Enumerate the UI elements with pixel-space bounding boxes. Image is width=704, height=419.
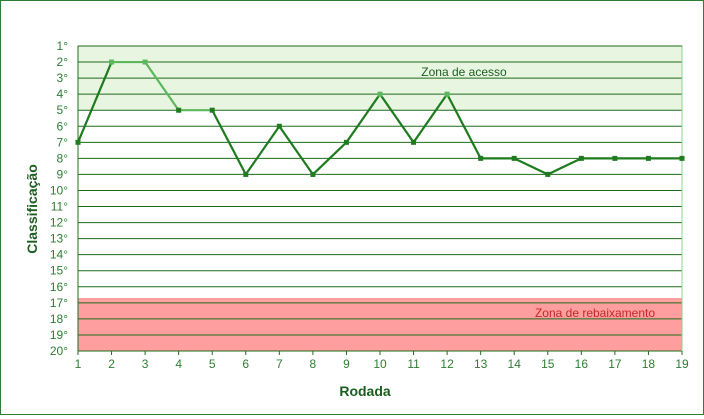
x-tick-label: 19: [675, 357, 689, 371]
data-point: [243, 171, 249, 177]
x-tick-label: 2: [108, 357, 115, 371]
y-tick-label: 1°: [57, 39, 69, 53]
y-tick-label: 5°: [57, 103, 69, 117]
y-tick-label: 17°: [50, 296, 68, 310]
data-point: [109, 59, 115, 65]
y-tick-label: 14°: [50, 248, 68, 262]
x-tick-labels: 1 2 3 4 5 6 7 8 9 10 11 12 13 14 15 16 17 18 19: [75, 357, 689, 371]
data-point: [276, 123, 282, 129]
data-point: [612, 155, 618, 161]
y-tick-label: 3°: [57, 71, 69, 85]
y-tick-label: 8°: [57, 151, 69, 165]
data-point: [343, 139, 349, 145]
y-tick-label: 16°: [50, 280, 68, 294]
x-tick-label: 4: [175, 357, 182, 371]
x-tick-label: 13: [474, 357, 488, 371]
x-tick-label: 8: [310, 357, 317, 371]
x-tick-label: 14: [508, 357, 522, 371]
data-point: [545, 171, 551, 177]
x-tick-label: 5: [209, 357, 216, 371]
data-point: [444, 91, 450, 97]
series-segment: [345, 93, 382, 144]
series-segment: [144, 60, 180, 112]
y-tick-label: 13°: [50, 232, 68, 246]
y-tick-label: 6°: [57, 119, 69, 133]
y-tick-label: 19°: [50, 328, 68, 342]
series-segment: [513, 157, 549, 176]
data-point: [75, 139, 81, 145]
series-segment: [311, 141, 348, 176]
series-segment: [546, 157, 583, 176]
y-tick-label: 11°: [51, 200, 68, 214]
y-tick-label: 7°: [57, 135, 69, 149]
zone-label-acesso: Zona de acesso: [421, 65, 507, 79]
series-segment: [76, 60, 113, 144]
data-point: [679, 155, 685, 161]
y-tick-label: 20°: [50, 344, 68, 358]
x-tick-label: 17: [608, 357, 622, 371]
data-point: [578, 155, 584, 161]
data-point: [310, 171, 316, 177]
y-tick-label: 15°: [50, 264, 68, 278]
data-point: [478, 155, 484, 161]
x-tick-label: 9: [343, 357, 350, 371]
y-tick-labels: 1° 2° 3° 4° 5° 6° 7° 8° 9° 10° 11° 12° 13° 14° 15° 16° 1…: [50, 39, 68, 358]
x-tick-label: 16: [575, 357, 589, 371]
series-segment: [412, 93, 449, 144]
y-tick-label: 9°: [57, 167, 69, 181]
y-tick-label: 4°: [57, 87, 69, 101]
zone-labels: Zona de acesso Zona de rebaixamento: [421, 65, 655, 320]
x-tick-label: 6: [242, 357, 249, 371]
data-point: [511, 155, 517, 161]
series-segment: [278, 125, 314, 176]
x-tick-label: 12: [440, 357, 454, 371]
data-point: [209, 107, 215, 113]
zone-label-rebaixamento: Zona de rebaixamento: [535, 306, 655, 320]
x-tick-label: 10: [373, 357, 387, 371]
series-segment: [211, 109, 247, 176]
y-tick-label: 18°: [50, 312, 68, 326]
data-point: [645, 155, 651, 161]
series-segment: [378, 93, 415, 144]
x-axis-title: Rodada: [339, 383, 391, 399]
x-tick-label: 18: [642, 357, 656, 371]
y-tick-label: 12°: [50, 216, 68, 230]
x-tick-label: 1: [75, 357, 82, 371]
x-tick-label: 7: [276, 357, 283, 371]
series-layer: [75, 59, 685, 177]
x-tick-label: 11: [407, 357, 420, 371]
x-tick-label: 3: [142, 357, 149, 371]
y-axis-title: Classificação: [24, 164, 40, 254]
x-tick-label: 15: [541, 357, 555, 371]
zone-band-2: [78, 298, 682, 351]
series-segment: [244, 125, 281, 176]
y-tick-label: 2°: [57, 55, 69, 69]
data-point: [377, 91, 383, 97]
data-point: [176, 107, 182, 113]
data-point: [142, 59, 148, 65]
series-segment: [446, 93, 482, 160]
y-tick-label: 10°: [50, 183, 68, 197]
data-point: [411, 139, 417, 145]
